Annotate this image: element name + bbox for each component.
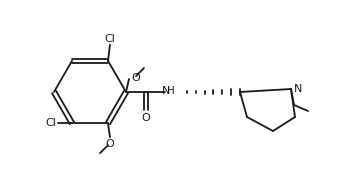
Text: O: O xyxy=(106,139,114,149)
Text: N: N xyxy=(294,84,302,94)
Text: O: O xyxy=(131,73,140,83)
Text: Cl: Cl xyxy=(45,118,56,128)
Text: Cl: Cl xyxy=(105,34,116,44)
Text: H: H xyxy=(167,86,175,96)
Text: N: N xyxy=(162,86,170,96)
Text: O: O xyxy=(142,113,150,123)
